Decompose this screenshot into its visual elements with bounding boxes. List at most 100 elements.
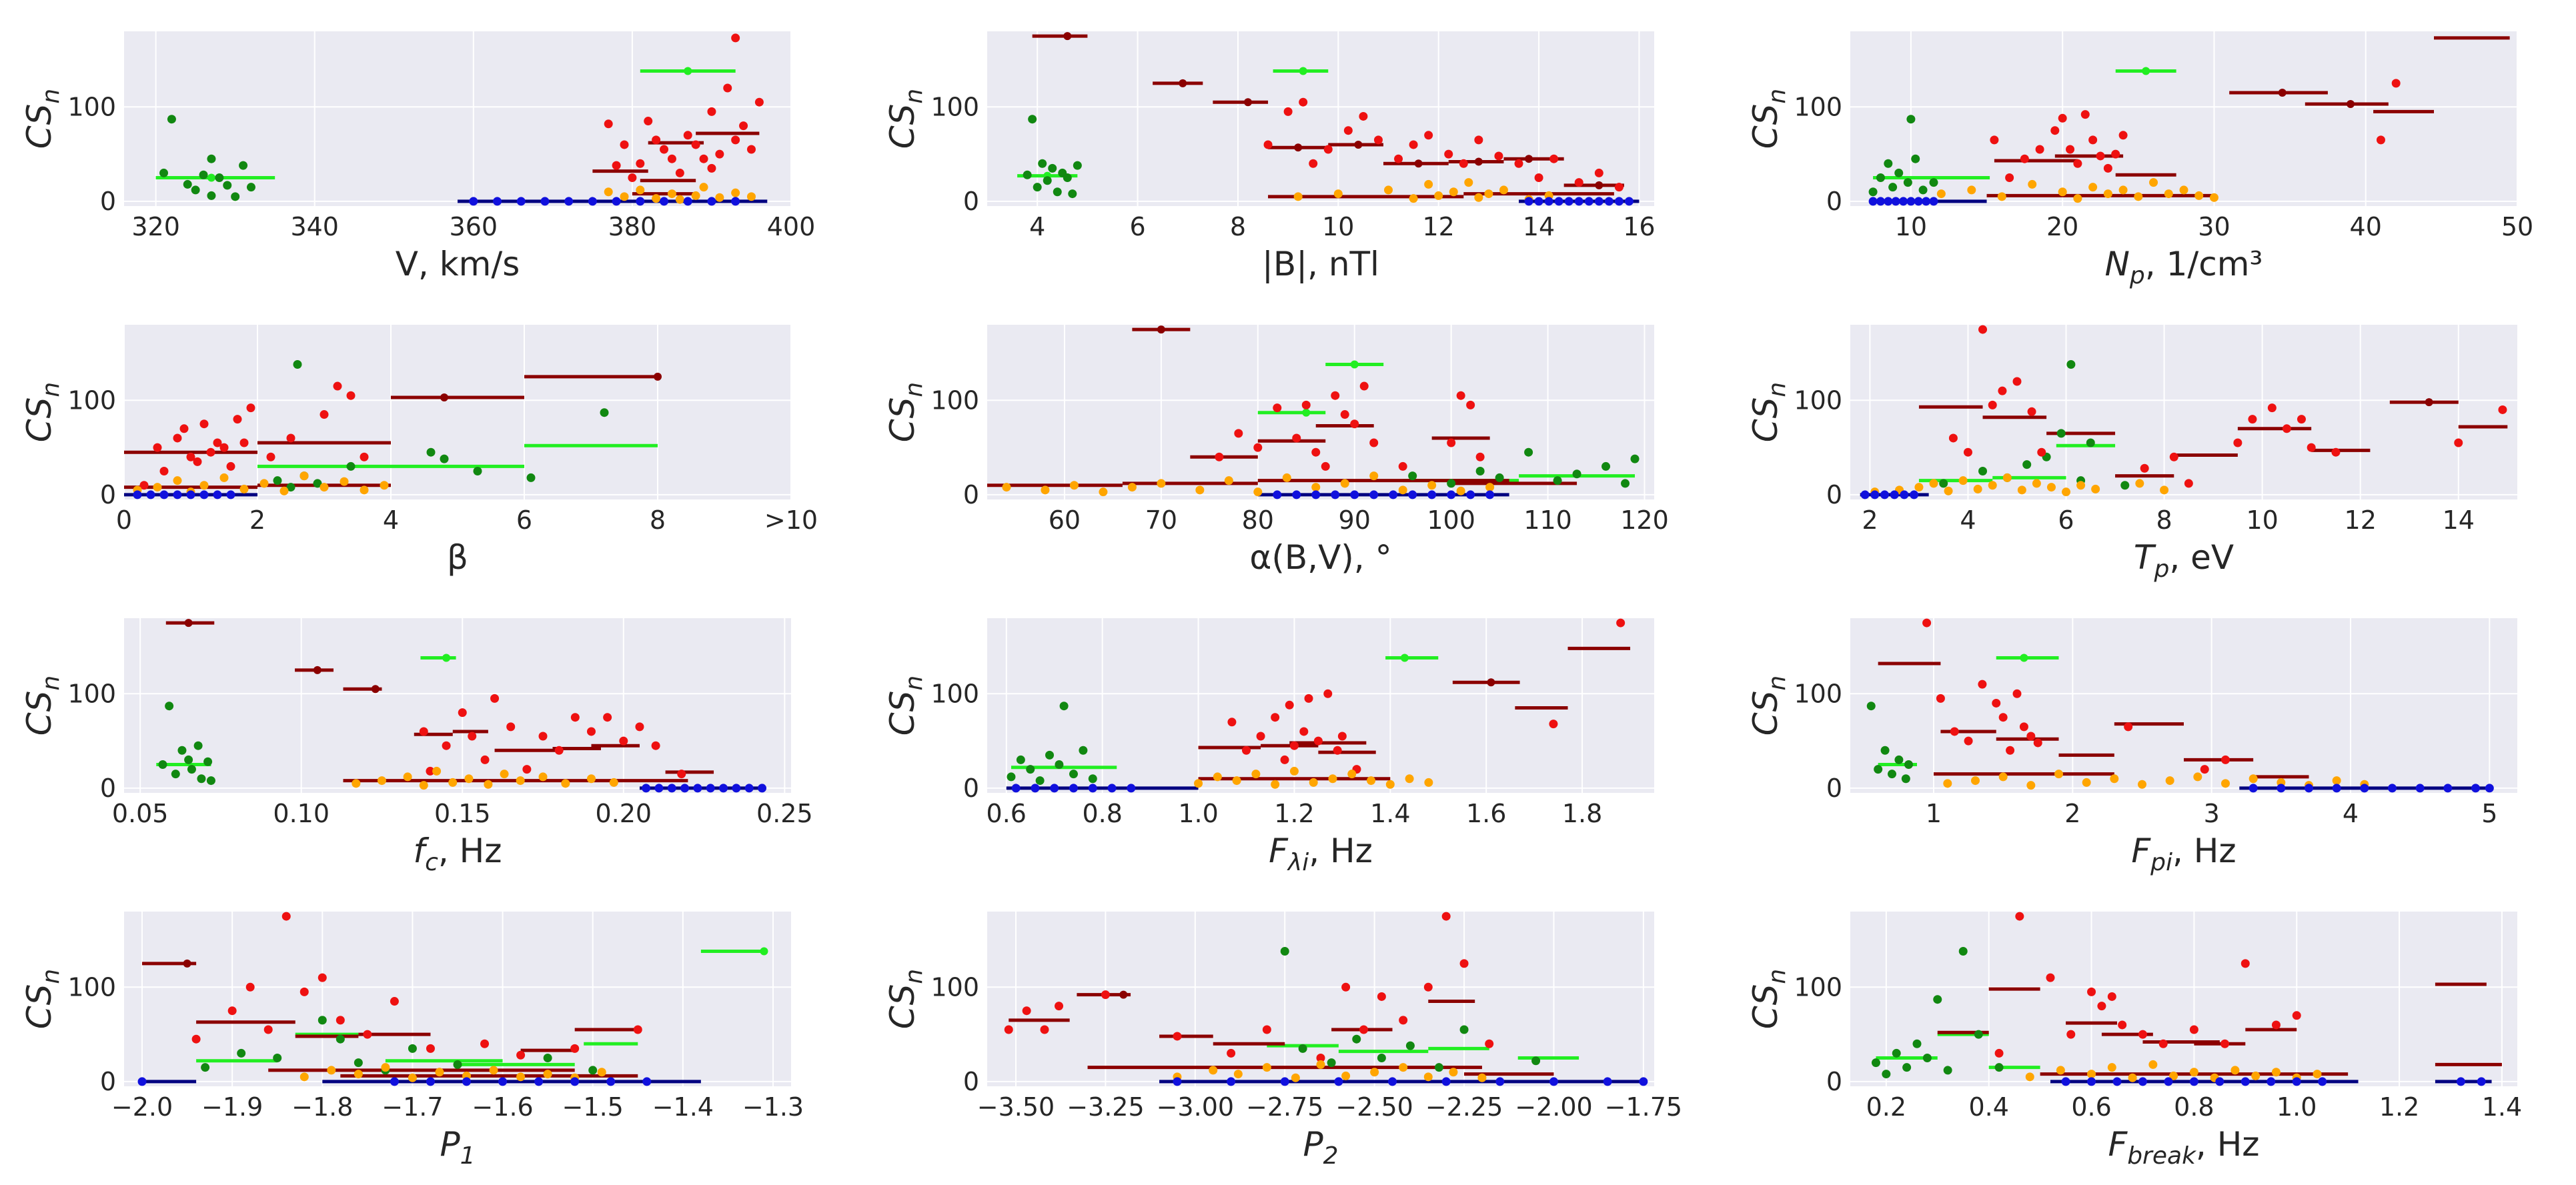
data-point-red [336, 1016, 345, 1025]
data-point-red [1992, 698, 2001, 708]
data-point-red [1377, 992, 1386, 1001]
panel-P1: −2.0 −1.9 −1.8 −1.7 −1.6 −1.5 −1.4 −1.3 0 100 P1 CS… [20, 912, 804, 1170]
data-point-orange [408, 1073, 417, 1082]
data-point-orange [1967, 185, 1976, 195]
data-point-dark_green [1911, 154, 1920, 163]
data-point-dark_green [1621, 479, 1630, 488]
data-point-orange [464, 774, 474, 784]
data-point-blue [1011, 784, 1021, 793]
x-tick-label: 0.05 [112, 799, 169, 828]
data-point-red [1289, 741, 1299, 750]
data-point-dark_green [159, 168, 169, 177]
x-tick-label: 120 [1620, 505, 1669, 535]
data-point-red [2050, 126, 2060, 135]
x-tick-label: −1.9 [201, 1092, 263, 1122]
data-point-orange [381, 1063, 390, 1072]
data-point-red [2307, 443, 2316, 452]
data-point-red [480, 1039, 490, 1048]
data-point-dark_green [273, 1054, 282, 1063]
x-axis-label: P2 [1303, 1125, 1338, 1170]
data-point-red [2088, 135, 2098, 145]
data-point-orange [1384, 185, 1393, 195]
y-axis-label: CSn [883, 969, 928, 1029]
data-point-orange [1477, 1073, 1487, 1082]
data-point-dark_green [1880, 746, 1890, 755]
y-axis-label: CSn [1746, 969, 1791, 1029]
data-point-orange [2128, 1073, 2137, 1082]
x-tick-label: 0.20 [595, 799, 652, 828]
data-point-blue [1603, 1077, 1612, 1086]
data-point-red [363, 1030, 372, 1039]
data-point-dark_green [588, 1066, 598, 1075]
x-axis-label: |B|, nTl [1262, 245, 1379, 283]
data-point-orange [1289, 766, 1299, 776]
data-point-dark_green [239, 161, 248, 170]
bin-marker-dark_red [183, 959, 191, 968]
data-point-red [1022, 1006, 1031, 1016]
x-tick-label: 6 [516, 505, 532, 535]
data-point-red [246, 403, 255, 413]
data-point-red [2087, 987, 2096, 996]
data-point-red [199, 419, 209, 429]
data-point-orange [1194, 779, 1203, 788]
data-point-red [2073, 159, 2082, 168]
data-point-orange [2118, 185, 2128, 195]
data-point-orange [279, 486, 289, 495]
data-point-dark_green [1298, 1044, 1307, 1053]
data-point-orange [2026, 781, 2036, 790]
data-point-blue [1227, 1077, 1236, 1086]
data-point-red [2058, 113, 2067, 123]
data-point-red [2169, 452, 2178, 461]
data-point-orange [1213, 772, 1222, 782]
data-point-blue [2164, 1077, 2173, 1086]
data-point-dark_green [177, 746, 187, 755]
data-point-blue [199, 490, 209, 499]
data-point-orange [1369, 471, 1379, 481]
data-point-red [219, 443, 229, 452]
data-point-orange [299, 471, 309, 481]
data-point-orange [516, 776, 525, 786]
data-point-dark_green [1033, 183, 1042, 192]
data-point-dark_green [201, 1063, 210, 1072]
data-point-orange [340, 477, 349, 486]
data-point-orange [2313, 1070, 2322, 1079]
data-point-blue [1549, 1077, 1558, 1086]
data-point-red [458, 708, 467, 718]
data-point-blue [612, 197, 621, 206]
data-point-dark_green [1912, 1039, 1922, 1048]
data-point-red [538, 732, 548, 741]
data-point-blue [636, 197, 645, 206]
x-tick-label: −2.00 [1515, 1092, 1592, 1122]
x-tick-label: −1.3 [742, 1092, 804, 1122]
y-axis-label: CSn [1746, 676, 1791, 736]
data-point-blue [606, 1077, 616, 1086]
data-point-red [1337, 732, 1347, 741]
data-point-dark_green [1531, 1056, 1541, 1066]
data-point-dark_green [206, 776, 215, 786]
x-tick-label: 1.4 [2482, 1092, 2522, 1122]
y-tick-label: 100 [67, 972, 116, 1002]
data-point-dark_green [426, 447, 436, 457]
data-point-blue [2215, 1077, 2224, 1086]
data-point-red [2221, 755, 2230, 764]
data-point-orange [1971, 776, 1980, 786]
data-point-red [1399, 1016, 1408, 1025]
data-point-red [1616, 618, 1626, 628]
data-point-red [1271, 713, 1280, 722]
data-point-red [319, 410, 329, 419]
data-point-dark_green [543, 1054, 552, 1063]
data-point-blue [1447, 490, 1456, 499]
data-point-red [1948, 433, 1958, 443]
data-point-red [660, 145, 669, 154]
data-point-orange [360, 485, 369, 495]
data-point-orange [435, 1068, 444, 1077]
bin-marker-dark_red [654, 372, 662, 381]
data-point-orange [2056, 1066, 2065, 1075]
data-point-red [1978, 680, 1987, 689]
data-point-dark_green [1601, 461, 1611, 471]
data-point-red [1323, 145, 1333, 154]
data-point-dark_green [1866, 702, 1876, 711]
data-point-blue [146, 490, 155, 499]
y-axis-label: CSn [1746, 382, 1791, 442]
data-point-orange [636, 185, 645, 195]
